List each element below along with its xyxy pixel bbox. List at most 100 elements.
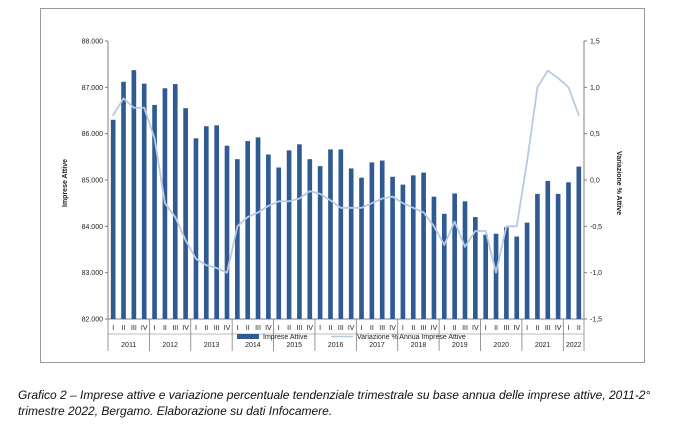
line-point-variazione — [484, 230, 487, 232]
y-left-tick-label: 83.000 — [82, 270, 104, 277]
x-quarter-label: III — [379, 325, 385, 332]
line-point-variazione — [557, 77, 560, 79]
legend-label-line: Variazione % Annua Imprese Attive — [357, 334, 466, 341]
bar-imprese-attive — [172, 84, 178, 319]
bar-imprese-attive — [266, 154, 271, 319]
line-point-variazione — [319, 193, 322, 195]
x-quarter-label: I — [568, 325, 570, 332]
x-quarter-label: II — [494, 325, 498, 332]
x-year-label: 2019 — [452, 342, 468, 349]
y-left-tick-label: 88.000 — [82, 39, 104, 46]
line-point-variazione — [277, 200, 280, 203]
bar-imprese-attive — [400, 184, 406, 319]
x-year-label: 2015 — [286, 342, 302, 349]
x-quarter-label: IV — [141, 325, 148, 332]
line-variazione-percentuale — [112, 69, 580, 274]
x-quarter-label: II — [453, 325, 457, 332]
x-quarter-label: I — [195, 325, 197, 332]
bar-imprese-attive — [483, 234, 489, 319]
bar-imprese-attive — [566, 182, 571, 319]
x-quarter-label: I — [443, 325, 445, 332]
bar-imprese-attive — [524, 222, 530, 319]
legend-label-bars: Imprese Attive — [263, 334, 307, 341]
line-point-variazione — [226, 271, 228, 274]
x-quarter-label: IV — [472, 325, 479, 332]
bar-imprese-attive — [328, 149, 333, 319]
y-left-tick-label: 82.000 — [82, 317, 104, 324]
bar-imprese-attive — [545, 180, 551, 319]
line-layer — [112, 69, 580, 274]
x-quarter-label: III — [255, 325, 261, 332]
line-point-variazione — [174, 216, 177, 218]
chart-frame: 82.000 83.000 84.000 85.000 86.000 87.000 88.0… — [40, 8, 645, 363]
x-quarter-label: II — [204, 325, 208, 332]
x-quarter-label: II — [329, 325, 333, 332]
bar-imprese-attive — [369, 162, 375, 319]
bar-imprese-attive — [203, 126, 209, 320]
bar-imprese-attive — [276, 167, 282, 319]
y-axis-right-title: Variazione % Attive — [615, 151, 622, 215]
y-left-tick-label: 87.000 — [82, 85, 104, 92]
line-point-variazione — [164, 202, 166, 205]
x-quarter-label: II — [577, 325, 581, 332]
line-point-variazione — [505, 225, 508, 228]
x-quarter-label: III — [338, 325, 344, 332]
x-quarter-label: I — [154, 325, 156, 332]
line-point-variazione — [422, 211, 425, 214]
bar-imprese-attive — [183, 108, 188, 319]
x-quarter-label: I — [278, 325, 280, 332]
line-point-variazione — [412, 206, 415, 209]
bar-imprese-attive — [245, 141, 251, 319]
line-point-variazione — [402, 202, 404, 205]
line-point-variazione — [132, 106, 135, 109]
line-point-variazione — [350, 206, 353, 209]
bar-imprese-attive — [462, 201, 468, 319]
line-point-variazione — [112, 114, 115, 117]
x-year-label: 2020 — [493, 342, 509, 349]
bar-imprese-attive — [555, 193, 561, 319]
x-year-label: 2014 — [245, 342, 261, 349]
figure-caption: Grafico 2 – Imprese attive e variazione … — [18, 388, 651, 418]
bar-imprese-attive — [193, 138, 199, 319]
x-quarter-label: IV — [555, 325, 562, 332]
x-quarter-label: IV — [224, 325, 231, 332]
line-point-variazione — [443, 243, 446, 246]
line-point-variazione — [143, 106, 146, 109]
y-right-tick-label: -1,5 — [590, 317, 602, 324]
bars-layer — [110, 70, 582, 320]
bar-imprese-attive — [390, 176, 395, 319]
x-quarter-label: III — [545, 325, 551, 332]
x-quarter-label: III — [421, 325, 427, 332]
y-left-tick-label: 84.000 — [82, 224, 104, 231]
x-quarter-label: I — [526, 325, 528, 332]
bar-imprese-attive — [348, 168, 354, 319]
line-point-variazione — [267, 205, 270, 207]
bar-imprese-attive — [255, 137, 261, 319]
bar-imprese-attive — [504, 227, 509, 319]
bar-imprese-attive — [121, 81, 126, 319]
x-quarter-label: II — [535, 325, 539, 332]
line-point-variazione — [298, 197, 301, 200]
bar-imprese-attive — [214, 125, 219, 320]
line-point-variazione — [329, 199, 332, 202]
bar-imprese-attive — [493, 233, 499, 319]
line-point-variazione — [215, 267, 218, 269]
x-quarter-label: II — [287, 325, 291, 332]
bar-imprese-attive — [317, 166, 323, 319]
line-point-variazione — [195, 257, 197, 260]
x-quarter-label: II — [122, 325, 126, 332]
x-quarter-label: IV — [182, 325, 189, 332]
line-point-variazione — [577, 114, 580, 117]
bar-imprese-attive — [431, 196, 437, 319]
line-point-variazione — [567, 86, 570, 89]
bar-imprese-attive — [410, 175, 416, 319]
line-point-variazione — [184, 239, 187, 242]
bar-imprese-attive — [110, 119, 116, 320]
x-quarter-label: IV — [306, 325, 313, 332]
line-point-variazione — [370, 202, 373, 205]
x-year-label: 2013 — [204, 342, 220, 349]
bar-imprese-attive — [235, 159, 240, 319]
line-point-variazione — [205, 264, 208, 267]
x-quarter-label: I — [402, 325, 404, 332]
x-quarter-label: IV — [348, 325, 355, 332]
